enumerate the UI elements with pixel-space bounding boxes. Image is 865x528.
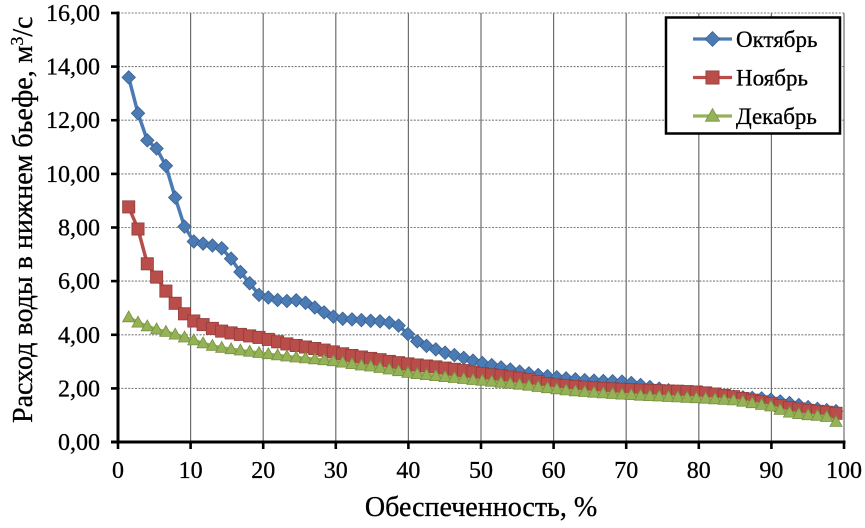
svg-text:0: 0 (112, 458, 124, 484)
svg-text:16,00: 16,00 (46, 1, 100, 27)
svg-text:Обеспеченность, %: Обеспеченность, % (365, 492, 597, 523)
svg-text:40: 40 (396, 458, 420, 484)
svg-text:Декабрь: Декабрь (736, 104, 817, 129)
svg-text:10: 10 (179, 458, 203, 484)
svg-text:20: 20 (251, 458, 275, 484)
svg-text:Расход воды в нижнем бьефе, м: Расход воды в нижнем бьефе, м (8, 45, 39, 423)
svg-text:6,00: 6,00 (58, 269, 100, 295)
svg-text:10,00: 10,00 (46, 162, 100, 188)
svg-text:Октябрь: Октябрь (736, 27, 818, 52)
svg-text:2,00: 2,00 (58, 376, 100, 402)
svg-text:60: 60 (542, 458, 566, 484)
svg-text:4,00: 4,00 (58, 323, 100, 349)
svg-text:/с: /с (8, 16, 39, 36)
svg-text:12,00: 12,00 (46, 108, 100, 134)
svg-text:80: 80 (687, 458, 711, 484)
svg-text:3: 3 (7, 37, 27, 46)
svg-text:100: 100 (826, 458, 862, 484)
svg-text:30: 30 (324, 458, 348, 484)
svg-text:8,00: 8,00 (58, 216, 100, 242)
svg-text:0,00: 0,00 (58, 430, 100, 456)
svg-text:90: 90 (759, 458, 783, 484)
svg-text:14,00: 14,00 (46, 55, 100, 81)
svg-text:50: 50 (469, 458, 493, 484)
svg-text:70: 70 (614, 458, 638, 484)
svg-text:Ноябрь: Ноябрь (736, 66, 808, 91)
